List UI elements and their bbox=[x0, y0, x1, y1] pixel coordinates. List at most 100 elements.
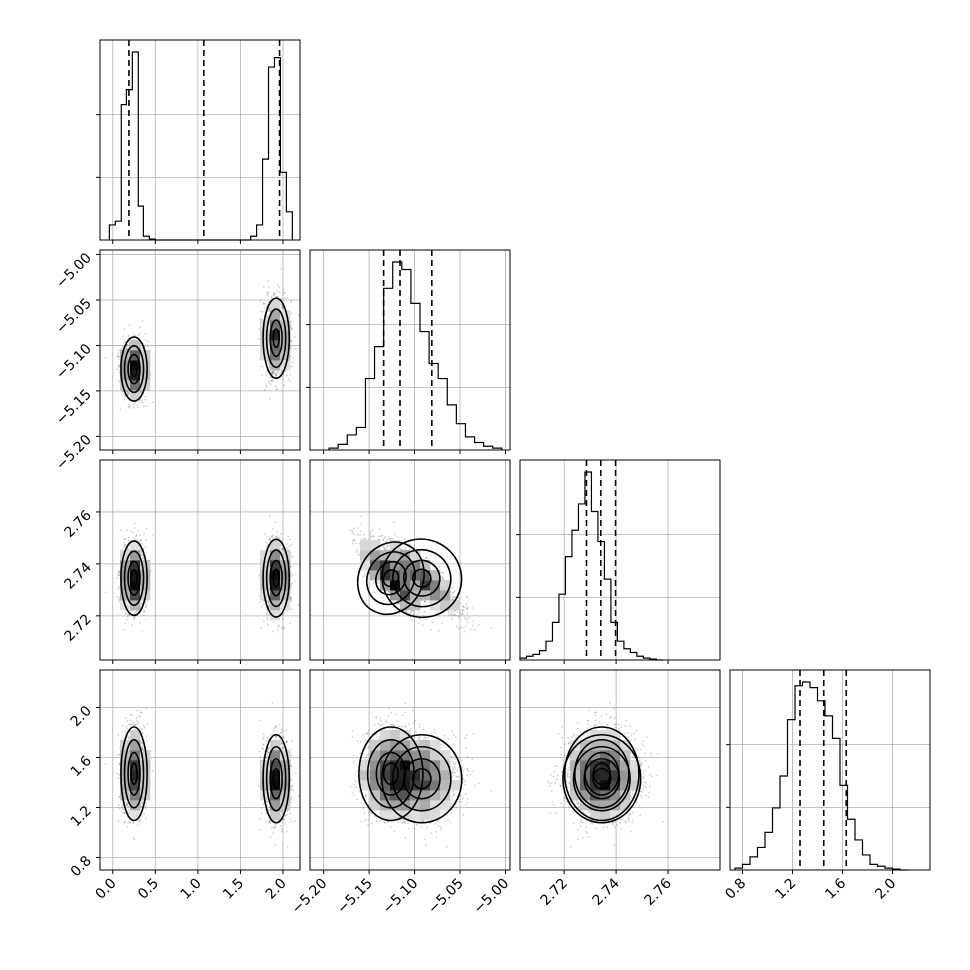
sample-point bbox=[290, 340, 292, 343]
sample-point bbox=[284, 292, 286, 294]
sample-point bbox=[281, 375, 284, 378]
sample-point bbox=[127, 539, 130, 542]
sample-point bbox=[260, 310, 262, 313]
sample-point bbox=[118, 585, 120, 588]
sample-point bbox=[116, 368, 119, 370]
sample-point bbox=[287, 535, 290, 538]
sample-point bbox=[121, 346, 124, 349]
sample-point bbox=[143, 610, 146, 613]
sample-point bbox=[271, 379, 274, 382]
sample-point bbox=[272, 534, 274, 537]
sample-point bbox=[287, 548, 289, 550]
sample-point bbox=[272, 621, 275, 624]
sample-point bbox=[268, 286, 270, 289]
sample-point bbox=[146, 340, 149, 343]
density-cell bbox=[140, 370, 151, 381]
sample-point bbox=[123, 628, 126, 631]
sample-point bbox=[267, 382, 270, 384]
sample-point bbox=[275, 372, 277, 375]
sample-point bbox=[273, 292, 275, 295]
sample-point bbox=[152, 534, 154, 536]
sample-point bbox=[135, 535, 138, 537]
sample-point bbox=[133, 522, 136, 525]
sample-point bbox=[265, 384, 267, 386]
sample-point bbox=[140, 554, 143, 557]
sample-point bbox=[260, 605, 263, 608]
sample-point bbox=[258, 328, 261, 331]
sample-point bbox=[141, 347, 144, 350]
sample-point bbox=[291, 361, 294, 364]
sample-point bbox=[261, 365, 264, 368]
sample-point bbox=[268, 614, 270, 616]
sample-point bbox=[132, 531, 135, 534]
sample-point bbox=[118, 358, 120, 360]
sample-point bbox=[290, 328, 293, 331]
sample-point bbox=[144, 339, 147, 341]
sample-point bbox=[146, 345, 149, 348]
density-cell bbox=[140, 360, 151, 371]
sample-point bbox=[276, 535, 278, 538]
sample-point bbox=[262, 303, 265, 306]
sample-point bbox=[138, 401, 141, 404]
sample-point bbox=[280, 267, 283, 270]
sample-point bbox=[258, 574, 261, 577]
sample-point bbox=[278, 373, 281, 376]
sample-point bbox=[283, 626, 286, 629]
sample-point bbox=[292, 357, 295, 359]
sample-point bbox=[123, 544, 126, 546]
sample-point bbox=[144, 395, 147, 398]
sample-point bbox=[137, 406, 140, 409]
sample-point bbox=[285, 374, 288, 377]
sample-point bbox=[291, 574, 294, 577]
sample-point bbox=[279, 291, 281, 294]
panel-frame bbox=[99, 39, 301, 241]
sample-point bbox=[257, 338, 260, 341]
sample-point bbox=[276, 628, 279, 631]
sample-point bbox=[104, 591, 107, 594]
sample-point bbox=[276, 284, 279, 286]
sample-point bbox=[265, 305, 268, 307]
sample-point bbox=[280, 533, 283, 535]
sample-point bbox=[272, 370, 275, 373]
sample-point bbox=[297, 314, 300, 316]
sample-point bbox=[145, 527, 148, 530]
sample-point bbox=[271, 296, 273, 299]
sample-point bbox=[264, 302, 266, 305]
sample-point bbox=[272, 630, 275, 633]
density-cell bbox=[260, 340, 271, 351]
sample-point bbox=[152, 401, 154, 404]
sample-point bbox=[132, 406, 135, 409]
sample-point bbox=[267, 623, 270, 626]
sample-point bbox=[268, 380, 271, 383]
sample-point bbox=[265, 385, 268, 388]
sample-point bbox=[133, 617, 136, 619]
sample-point bbox=[266, 316, 269, 319]
sample-point bbox=[128, 324, 131, 327]
sample-point bbox=[290, 572, 293, 574]
sample-point bbox=[117, 574, 120, 576]
sample-point bbox=[260, 627, 262, 630]
sample-point bbox=[117, 587, 120, 590]
sample-point bbox=[290, 365, 293, 368]
sample-point bbox=[288, 538, 291, 541]
sample-point bbox=[259, 601, 262, 603]
sample-point bbox=[297, 604, 300, 607]
sample-point bbox=[290, 312, 292, 315]
sample-point bbox=[282, 288, 285, 291]
sample-point bbox=[134, 538, 137, 540]
sample-point bbox=[118, 600, 120, 603]
sample-point bbox=[122, 393, 125, 395]
sample-point bbox=[140, 603, 143, 605]
sample-point bbox=[268, 539, 271, 541]
panel-1-0 bbox=[96, 249, 301, 454]
sample-point bbox=[259, 318, 262, 321]
sample-point bbox=[136, 404, 138, 407]
sample-point bbox=[283, 384, 285, 386]
sample-point bbox=[265, 613, 268, 616]
sample-point bbox=[263, 388, 266, 391]
sample-point bbox=[287, 378, 290, 380]
sample-point bbox=[137, 334, 140, 337]
sample-point bbox=[141, 542, 143, 545]
sample-point bbox=[118, 598, 120, 601]
sample-point bbox=[144, 332, 147, 335]
